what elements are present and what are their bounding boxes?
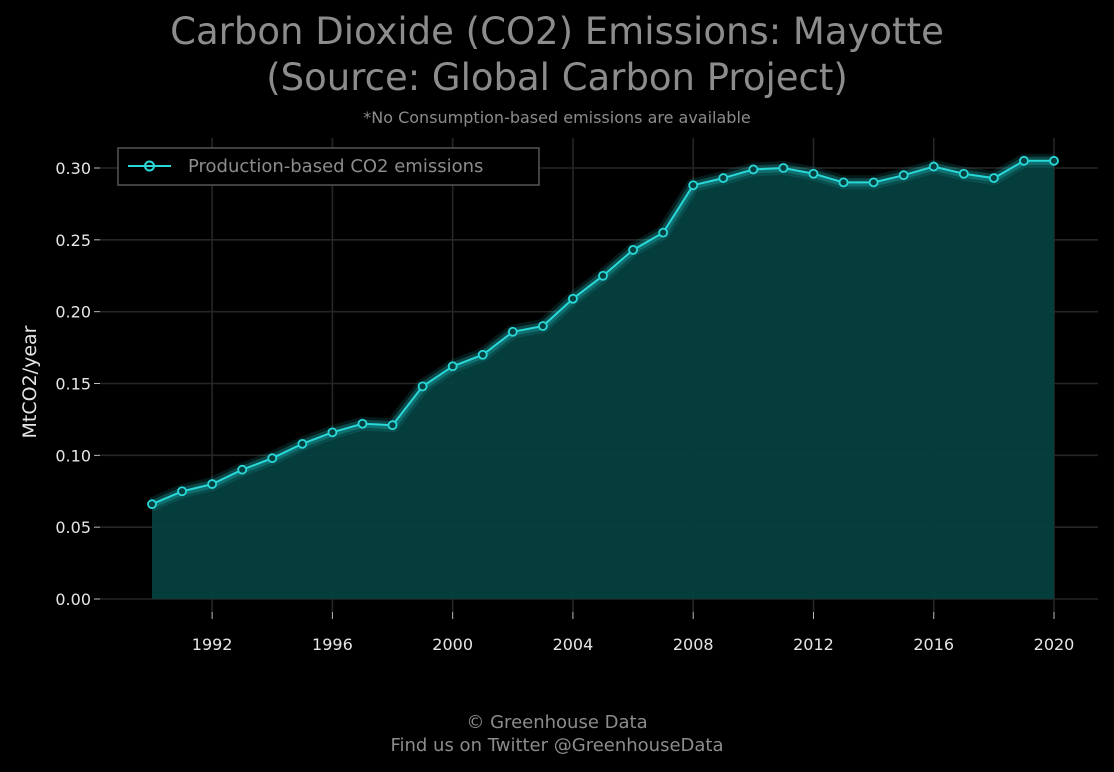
- y-tick-label: 0.15: [55, 375, 91, 394]
- data-point[interactable]: [207, 479, 218, 489]
- data-point[interactable]: [898, 170, 909, 181]
- x-tick-label: 1996: [312, 635, 353, 654]
- data-point[interactable]: [537, 321, 548, 331]
- x-tick-label: 2020: [1034, 635, 1075, 654]
- data-point[interactable]: [1019, 155, 1029, 166]
- footer-twitter-link[interactable]: Find us on Twitter @GreenhouseData: [390, 735, 724, 756]
- data-point[interactable]: [688, 180, 699, 191]
- data-point[interactable]: [928, 161, 939, 172]
- legend-label: Production-based CO2 emissions: [188, 156, 483, 177]
- data-point[interactable]: [988, 173, 999, 183]
- chart-title: Carbon Dioxide (CO2) Emissions: Mayotte: [170, 10, 944, 53]
- data-point[interactable]: [147, 499, 157, 510]
- x-tick-label: 2008: [673, 635, 714, 654]
- data-point[interactable]: [598, 270, 608, 281]
- data-point[interactable]: [628, 244, 638, 255]
- data-point[interactable]: [958, 168, 969, 179]
- data-points: [147, 155, 1059, 510]
- data-point[interactable]: [568, 293, 578, 304]
- data-point[interactable]: [417, 381, 428, 392]
- y-tick-label: 0.05: [55, 518, 91, 537]
- data-point[interactable]: [237, 464, 248, 475]
- data-point[interactable]: [447, 361, 458, 372]
- y-axis-ticks: 0.00 0.05 0.10 0.15 0.20 0.25 0.30: [55, 159, 100, 609]
- x-tick-label: 2016: [913, 635, 954, 654]
- data-point[interactable]: [477, 349, 488, 360]
- x-tick-label: 2000: [432, 635, 473, 654]
- data-point[interactable]: [1049, 155, 1059, 166]
- data-point[interactable]: [387, 420, 398, 431]
- data-point[interactable]: [357, 418, 368, 429]
- legend-marker-icon: [144, 160, 155, 172]
- data-point[interactable]: [507, 326, 518, 337]
- data-point[interactable]: [868, 177, 879, 188]
- x-axis-ticks: 1992 1996 2000 2004 2008 2012 2016 2020: [192, 612, 1075, 654]
- x-tick-label: 1992: [192, 635, 233, 654]
- data-point[interactable]: [718, 173, 729, 183]
- x-tick-label: 2012: [793, 635, 834, 654]
- y-tick-label: 0.20: [55, 303, 91, 322]
- footer-credit: © Greenhouse Data: [466, 712, 648, 733]
- data-point[interactable]: [267, 453, 278, 464]
- y-axis-label: MtCO2/year: [19, 325, 41, 438]
- y-tick-label: 0.10: [55, 446, 91, 465]
- legend-box: [117, 147, 540, 186]
- data-point[interactable]: [748, 164, 759, 175]
- data-point[interactable]: [658, 227, 669, 238]
- data-point[interactable]: [838, 177, 849, 188]
- data-point[interactable]: [778, 163, 789, 173]
- legend[interactable]: Production-based CO2 emissions: [117, 147, 540, 186]
- data-point[interactable]: [297, 438, 308, 449]
- data-point[interactable]: [327, 427, 338, 438]
- area-fill-layer: [152, 160, 1054, 600]
- chart-title-source: (Source: Global Carbon Project): [266, 56, 848, 99]
- data-point[interactable]: [808, 168, 819, 179]
- data-point[interactable]: [177, 486, 187, 497]
- x-tick-label: 2004: [553, 635, 594, 654]
- area-fill: [152, 160, 1054, 600]
- y-tick-label: 0.30: [55, 159, 91, 178]
- y-tick-label: 0.00: [55, 590, 91, 609]
- chart-subtitle: *No Consumption-based emissions are avai…: [363, 108, 751, 127]
- y-tick-label: 0.25: [55, 231, 91, 250]
